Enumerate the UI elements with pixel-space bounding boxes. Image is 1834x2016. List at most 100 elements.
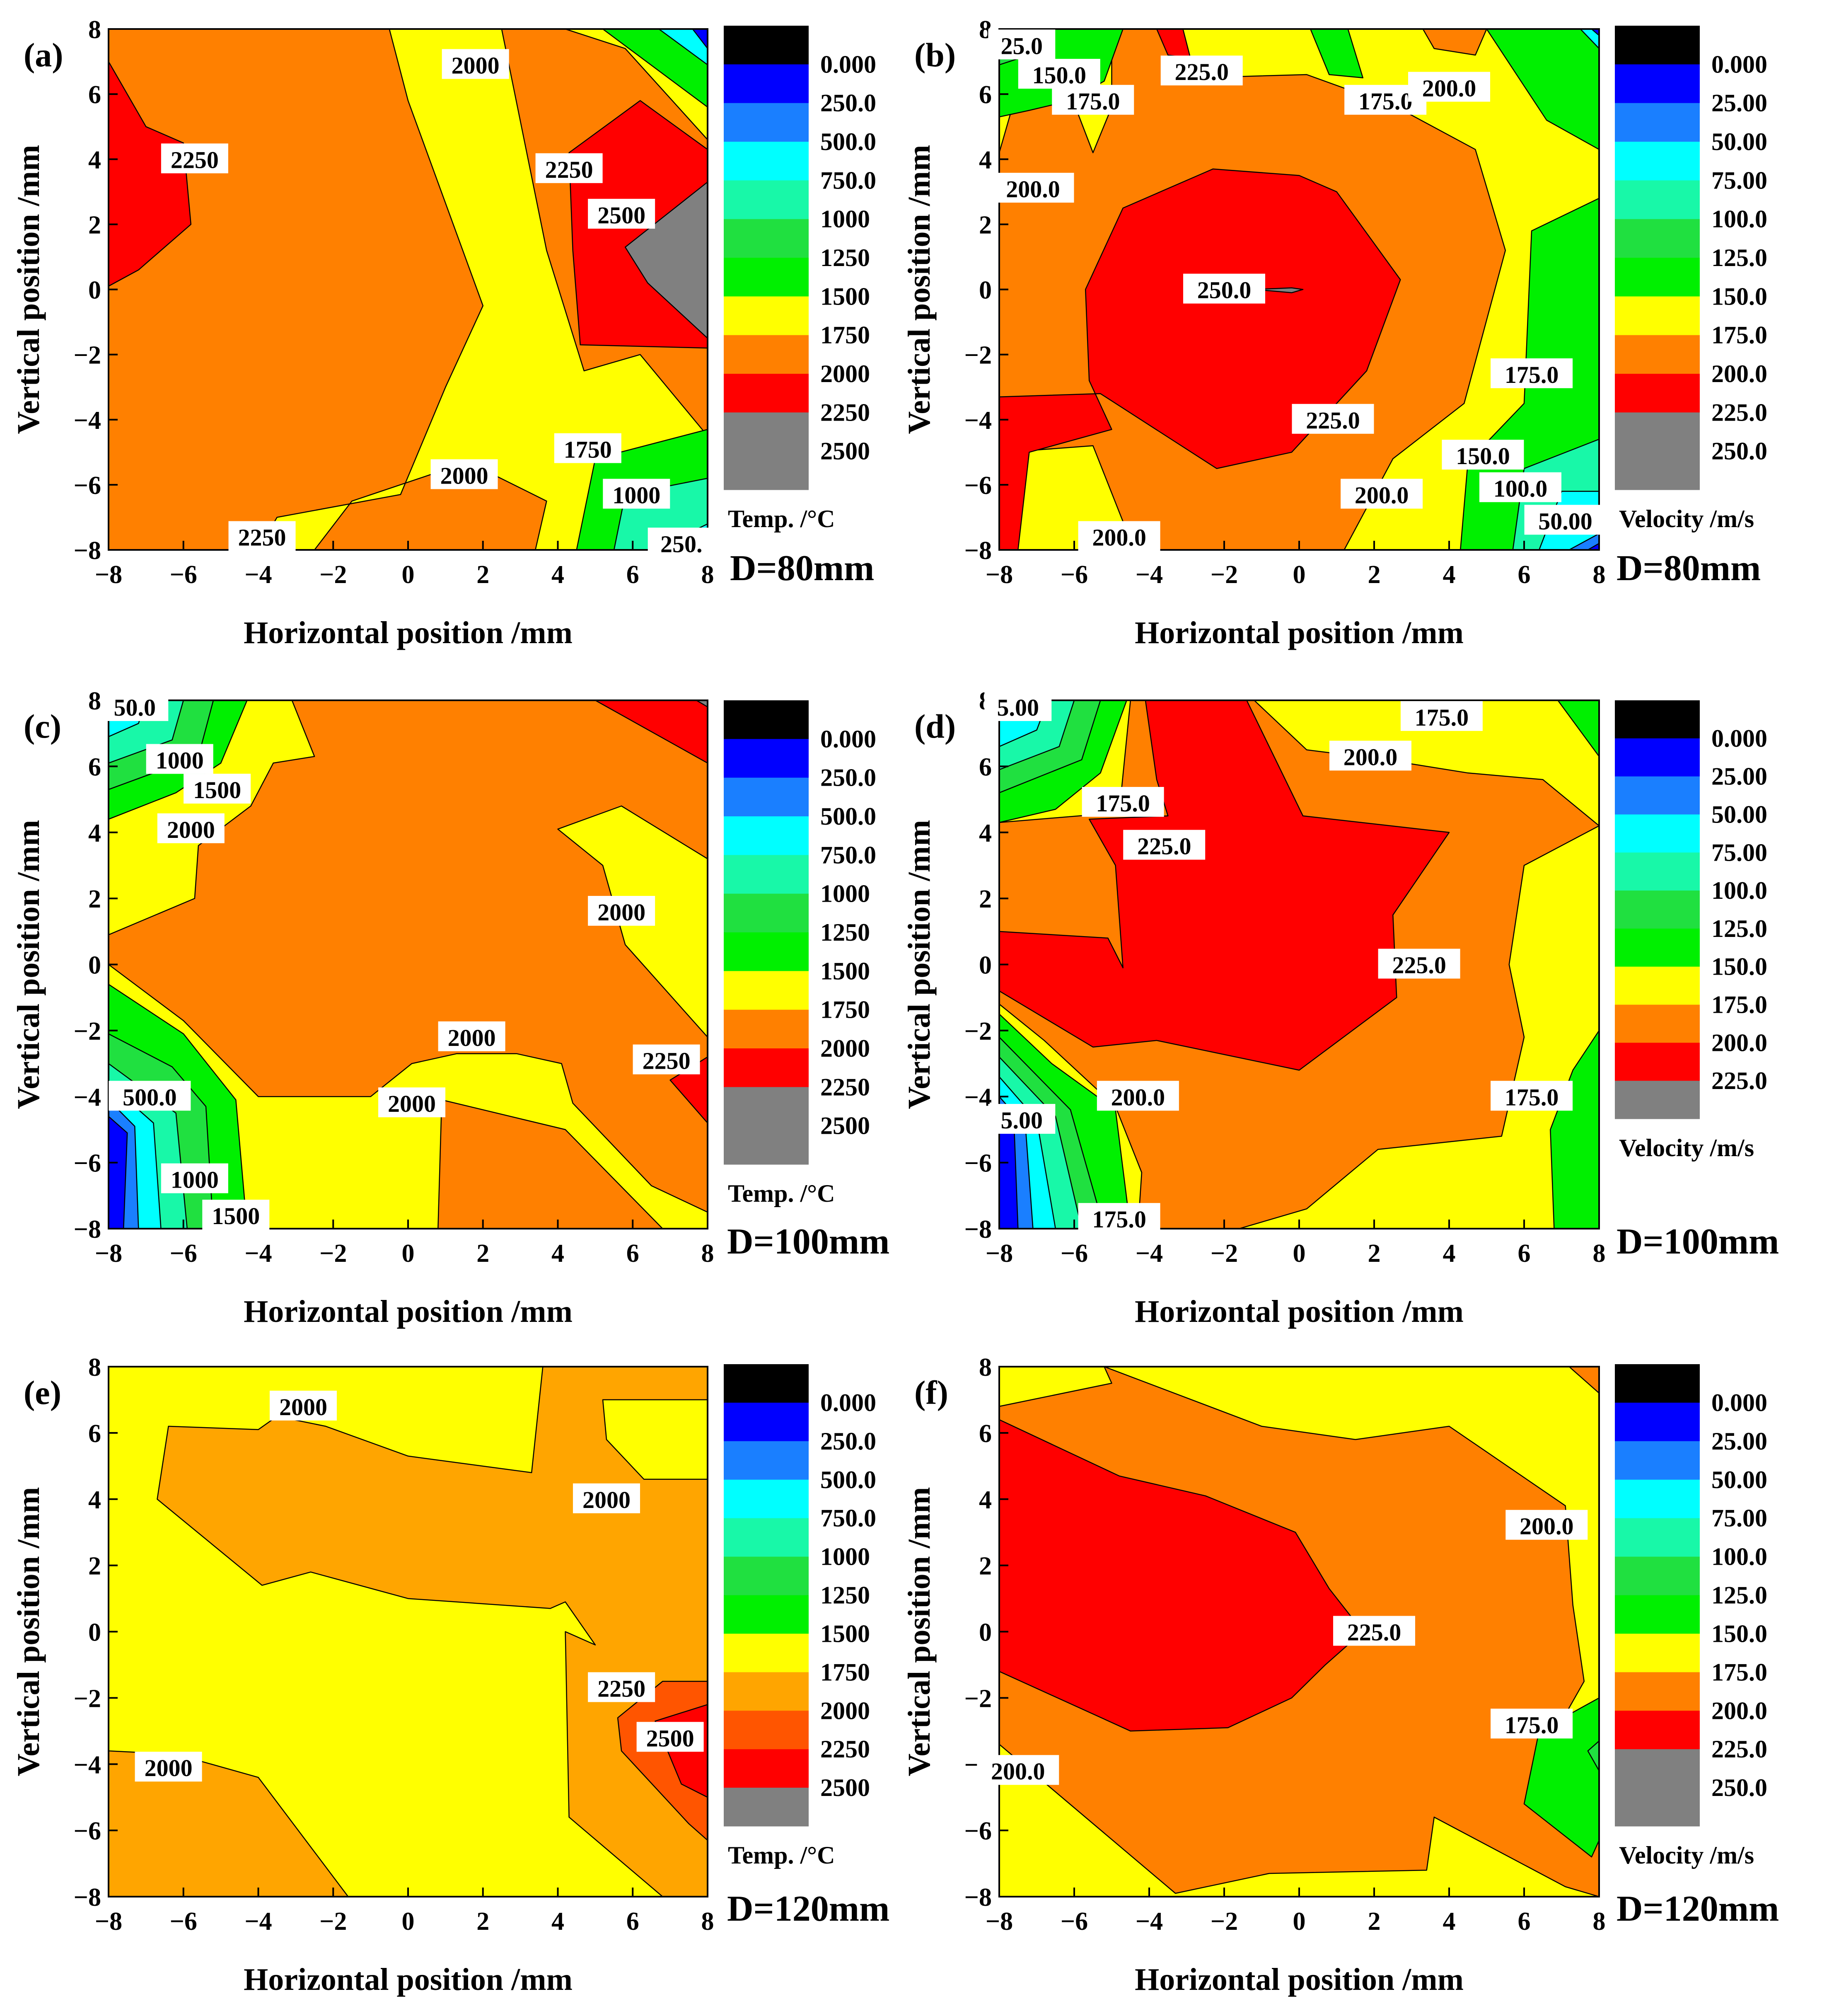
contour-label: 2250	[535, 153, 603, 183]
colorbar-swatch	[724, 258, 809, 297]
contour-region	[1580, 29, 1599, 49]
svg-text:175.0: 175.0	[1358, 88, 1413, 115]
svg-text:150.0: 150.0	[1456, 443, 1510, 470]
panel-e: −8 −6 −4 −2 0 2 4 6 8 −8 −6 −4 −2 0 2 4 6 8 Horizontal pos…	[11, 1353, 889, 1997]
contour-region	[1550, 1030, 1599, 1229]
colorbar-swatch	[1615, 1518, 1700, 1557]
y-tick-label: −2	[74, 1017, 101, 1046]
y-tick-label: 2	[979, 1552, 992, 1580]
colorbar-swatch	[1615, 1043, 1700, 1081]
x-tick-label: −2	[1211, 1239, 1238, 1268]
contour-label: 5.00	[984, 691, 1052, 721]
svg-text:1000: 1000	[156, 747, 204, 774]
colorbar-level-label: 100.0	[1711, 877, 1767, 904]
svg-text:1500: 1500	[212, 1203, 260, 1229]
colorbar-swatch	[724, 1749, 809, 1788]
y-tick-label: −8	[964, 1215, 992, 1244]
colorbar-swatch	[724, 1634, 809, 1672]
contour-label: 2000	[269, 1390, 337, 1421]
contour-label: 2500	[636, 1722, 704, 1752]
contour-region	[157, 1367, 708, 1897]
svg-text:200.0: 200.0	[1006, 176, 1060, 203]
contour-region	[258, 29, 708, 550]
colorbar-level-label: 2250	[820, 1735, 870, 1763]
svg-text:5.00: 5.00	[1001, 1107, 1043, 1134]
y-tick-label: 2	[979, 211, 992, 239]
y-tick-label: 2	[88, 1552, 101, 1580]
x-tick-label: 0	[402, 1239, 415, 1268]
svg-text:200.0: 200.0	[1343, 743, 1398, 770]
x-tick-label: −8	[986, 1907, 1013, 1936]
distance-label: D=80mm	[1617, 548, 1761, 588]
x-tick-label: 8	[1593, 1239, 1606, 1268]
x-tick-label: 0	[402, 1907, 415, 1936]
contour-region	[1587, 1740, 1599, 1772]
colorbar-swatch	[724, 1479, 809, 1519]
y-tick-label: 6	[88, 81, 101, 109]
x-tick-label: −2	[1211, 561, 1238, 589]
colorbar-level-label: 750.0	[820, 841, 876, 869]
contour-label: 150.0	[1442, 440, 1524, 470]
colorbar-level-label: 750.0	[820, 1505, 876, 1532]
x-tick-label: 6	[626, 1907, 639, 1936]
contour-label: 2000	[588, 896, 655, 926]
x-tick-label: 0	[1293, 1907, 1306, 1936]
y-tick-label: 6	[88, 753, 101, 781]
svg-text:2000: 2000	[388, 1090, 436, 1117]
colorbar-level-label: 200.0	[1711, 1029, 1767, 1056]
svg-text:175.0: 175.0	[1505, 361, 1559, 388]
colorbar-swatch	[724, 180, 809, 220]
colorbar-level-label: 75.00	[1711, 167, 1767, 194]
colorbar-level-label: 75.00	[1711, 1505, 1767, 1532]
colorbar-title: Velocity /m/s	[1619, 505, 1754, 532]
colorbar-level-label: 225.0	[1711, 1067, 1767, 1094]
colorbar-level-label: 200.0	[1711, 360, 1767, 387]
x-tick-label: 6	[1518, 1239, 1531, 1268]
colorbar-level-label: 250.0	[820, 764, 876, 791]
colorbar-swatch	[724, 1009, 809, 1049]
x-tick-label: −8	[95, 561, 122, 589]
colorbar-title: Velocity /m/s	[1619, 1134, 1754, 1162]
colorbar-level-label: 0.000	[820, 1389, 876, 1416]
y-tick-label: −8	[74, 1215, 101, 1244]
contour-label: 175.0	[1400, 701, 1483, 731]
colorbar-swatch	[1615, 258, 1700, 297]
colorbar-level-label: 0.000	[1711, 725, 1767, 752]
y-tick-label: −8	[74, 537, 101, 565]
svg-text:200.0: 200.0	[991, 1758, 1045, 1785]
y-axis-title: Vertical position /mm	[902, 145, 937, 434]
colorbar-level-label: 75.00	[1711, 839, 1767, 866]
svg-text:2000: 2000	[167, 816, 215, 843]
y-tick-label: 6	[979, 1420, 992, 1448]
svg-text:5.00: 5.00	[997, 694, 1039, 721]
contour-label: 2250	[228, 521, 296, 551]
panel-letter: (d)	[914, 707, 956, 745]
colorbar-swatch	[1615, 374, 1700, 413]
y-tick-label: −8	[74, 1883, 101, 1912]
contour-label: 1000	[146, 744, 213, 774]
colorbar-swatch	[724, 1672, 809, 1711]
contour-region	[1254, 287, 1304, 293]
colorbar-swatch	[1615, 1081, 1700, 1119]
panel-letter: (b)	[914, 36, 956, 74]
y-tick-label: 0	[979, 276, 992, 305]
colorbar-swatch	[724, 219, 809, 258]
x-tick-label: 4	[1443, 1907, 1456, 1936]
colorbar-swatch	[1615, 852, 1700, 891]
colorbar-level-label: 1500	[820, 1620, 870, 1647]
contour-label: 2000	[438, 1021, 505, 1051]
contour-label: 50.00	[1524, 505, 1607, 535]
colorbar-swatch	[1615, 738, 1700, 777]
colorbar-level-label: 150.0	[1711, 953, 1767, 980]
contour-label: 25.0	[988, 29, 1056, 60]
colorbar-level-label: 100.0	[1711, 1543, 1767, 1571]
contour-label: 200.0	[1097, 1081, 1179, 1111]
contour-label: 2000	[378, 1087, 446, 1118]
panel-letter: (f)	[914, 1374, 948, 1411]
colorbar-level-label: 125.0	[1711, 244, 1767, 271]
colorbar-level-label: 225.0	[1711, 1735, 1767, 1763]
colorbar-swatch	[724, 816, 809, 855]
x-tick-label: −2	[319, 1907, 347, 1936]
